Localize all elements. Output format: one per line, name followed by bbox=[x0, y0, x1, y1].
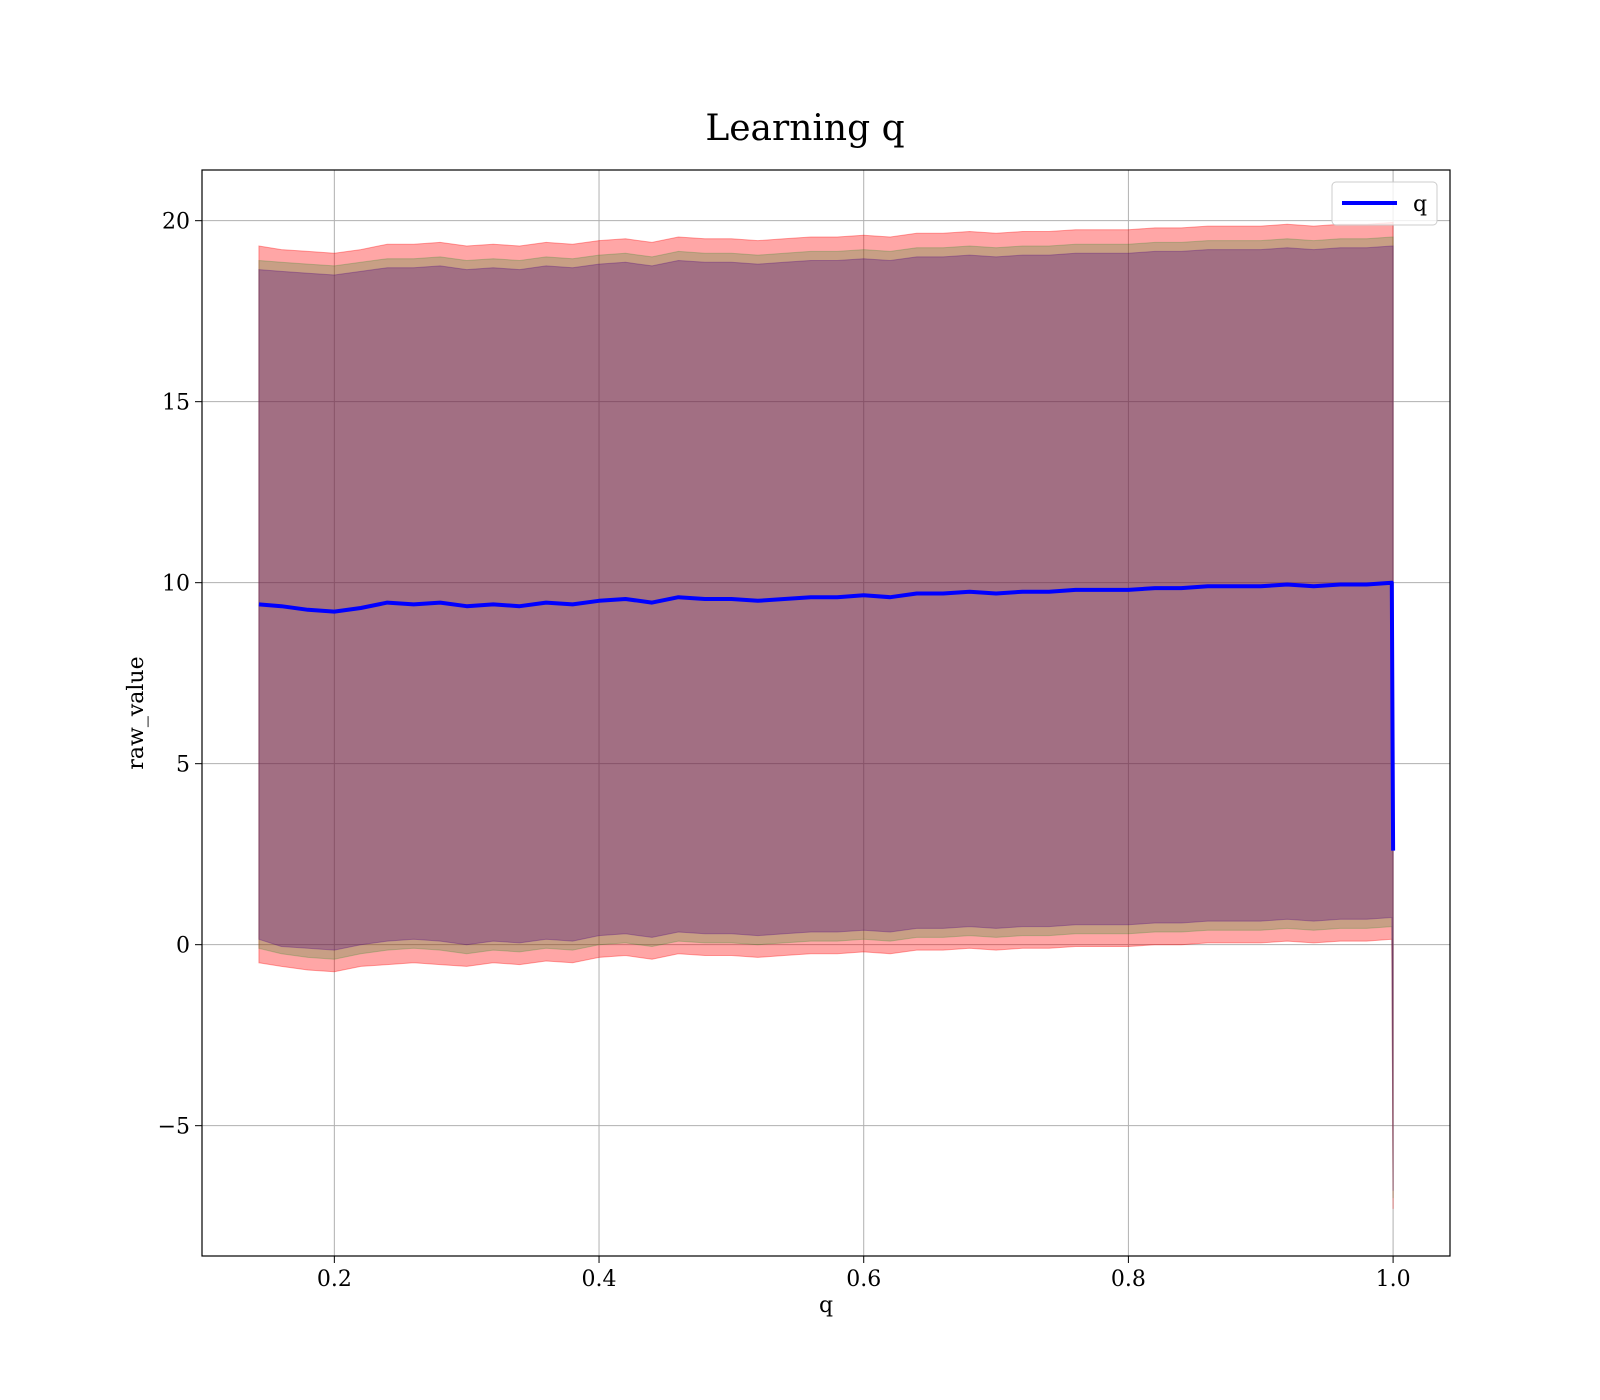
confidence-band-1 bbox=[258, 236, 1394, 1199]
confidence-band-0 bbox=[258, 222, 1394, 1209]
y-tick-label: 0 bbox=[176, 934, 190, 959]
legend: q bbox=[1331, 181, 1438, 226]
series-line-q bbox=[258, 580, 1396, 851]
y-tick-label: 20 bbox=[162, 210, 190, 235]
confidence-bands bbox=[258, 222, 1394, 1209]
confidence-band-2 bbox=[258, 245, 1394, 1191]
x-tick-label: 0.6 bbox=[846, 1267, 881, 1292]
x-tick-label: 0.4 bbox=[582, 1267, 617, 1292]
y-axis-ticks: −5 0 5 10 15 20 bbox=[158, 210, 202, 1140]
x-tick-label: 1.0 bbox=[1376, 1267, 1411, 1292]
x-tick-label: 0.8 bbox=[1111, 1267, 1146, 1292]
chart-title: Learning q bbox=[705, 108, 904, 149]
y-tick-label: 5 bbox=[176, 753, 190, 778]
y-tick-label: 15 bbox=[162, 391, 190, 416]
y-axis-label: raw_value bbox=[124, 656, 149, 769]
y-tick-label: −5 bbox=[158, 1115, 190, 1140]
legend-label: q bbox=[1413, 192, 1427, 217]
x-tick-label: 0.2 bbox=[317, 1267, 352, 1292]
series-lines bbox=[258, 580, 1396, 851]
x-axis-label: q bbox=[819, 1293, 833, 1318]
x-axis-ticks: 0.2 0.4 0.6 0.8 1.0 bbox=[317, 1256, 1411, 1292]
y-tick-label: 10 bbox=[162, 572, 190, 597]
plot-frame bbox=[201, 169, 1451, 1257]
